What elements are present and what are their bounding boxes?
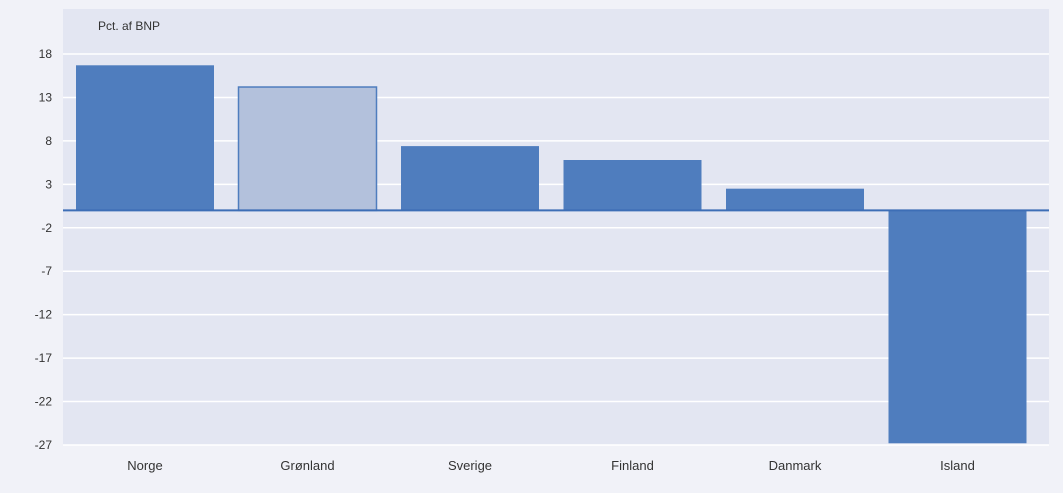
x-tick-label: Finland bbox=[611, 458, 654, 473]
y-tick-label: -17 bbox=[35, 351, 53, 365]
y-tick-label: 3 bbox=[45, 177, 52, 191]
y-tick-labels: 18 13 8 3 -2 -7 -12 -17 -22 -27 bbox=[35, 47, 53, 452]
x-tick-label: Norge bbox=[127, 458, 162, 473]
y-tick-label: -27 bbox=[35, 438, 53, 452]
bar-grønland bbox=[237, 86, 378, 212]
y-tick-label: 18 bbox=[39, 47, 53, 61]
y-axis-label: Pct. af BNP bbox=[98, 19, 160, 33]
y-tick-label: 8 bbox=[45, 134, 52, 148]
x-tick-labels: Norge Grønland Sverige Finland Danmark Island bbox=[127, 458, 975, 473]
y-tick-label: 13 bbox=[39, 90, 53, 104]
y-tick-label: -7 bbox=[41, 264, 52, 278]
bar-norge bbox=[76, 65, 214, 211]
bar-sverige bbox=[401, 146, 539, 211]
bar-finland bbox=[563, 160, 702, 211]
gridlines bbox=[63, 53, 1049, 446]
y-tick-label: -12 bbox=[35, 308, 53, 322]
bar-danmark bbox=[726, 188, 864, 211]
y-tick-label: -2 bbox=[41, 221, 52, 235]
y-tick-label: -22 bbox=[35, 395, 53, 409]
x-tick-label: Grønland bbox=[280, 458, 334, 473]
bars bbox=[76, 65, 1027, 444]
bar-island bbox=[888, 210, 1027, 444]
x-tick-label: Sverige bbox=[448, 458, 492, 473]
x-tick-label: Island bbox=[940, 458, 975, 473]
x-tick-label: Danmark bbox=[769, 458, 822, 473]
plot-background bbox=[63, 9, 1049, 445]
